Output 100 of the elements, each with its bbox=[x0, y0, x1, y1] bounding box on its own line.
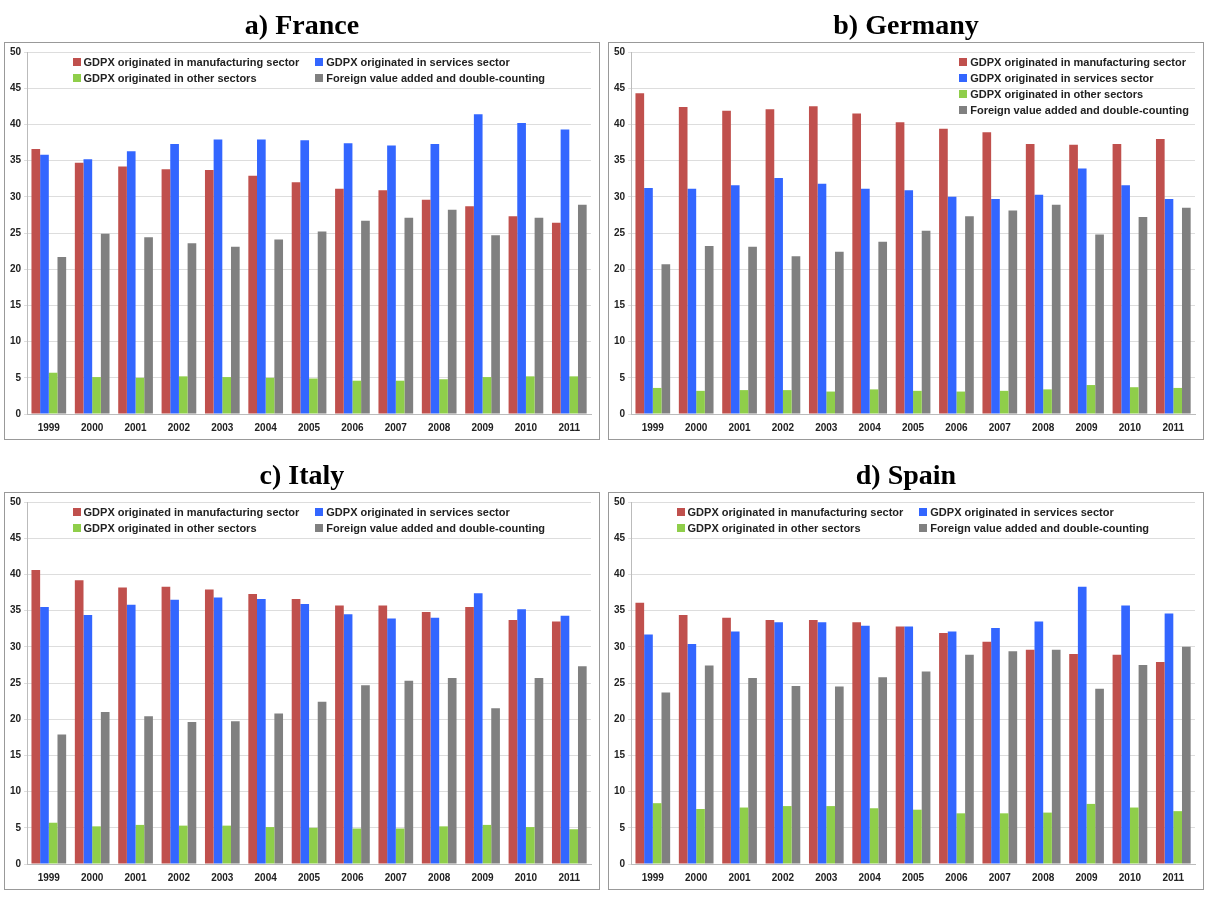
bar bbox=[57, 734, 67, 864]
bar bbox=[170, 143, 179, 414]
y-tick-label: 30 bbox=[10, 190, 22, 202]
y-tick-label: 10 bbox=[10, 335, 22, 347]
bar bbox=[852, 622, 862, 864]
x-tick-label: 2000 bbox=[685, 871, 708, 883]
legend-label: GDPX originated in services sector bbox=[930, 506, 1114, 518]
bar bbox=[187, 722, 197, 864]
bar bbox=[1043, 389, 1052, 414]
y-tick-label: 20 bbox=[614, 262, 626, 274]
x-tick-label: 2004 bbox=[858, 871, 882, 883]
chart-title: a) France bbox=[243, 8, 361, 42]
bar bbox=[1086, 803, 1096, 864]
bar bbox=[861, 188, 870, 414]
y-tick-label: 45 bbox=[614, 81, 626, 93]
x-tick-label: 2007 bbox=[988, 421, 1012, 433]
x-tick-label: 1999 bbox=[37, 421, 61, 433]
legend-label: GDPX originated in other sectors bbox=[687, 522, 861, 534]
bar bbox=[135, 377, 145, 414]
bar bbox=[100, 233, 110, 414]
bar bbox=[678, 614, 688, 864]
x-tick-label: 2011 bbox=[558, 421, 581, 433]
x-tick-label: 1999 bbox=[37, 871, 61, 883]
bar bbox=[904, 190, 914, 414]
bar bbox=[378, 190, 388, 414]
bar bbox=[439, 379, 448, 414]
bar bbox=[421, 199, 431, 414]
y-tick-label: 0 bbox=[619, 407, 626, 419]
bar bbox=[517, 122, 526, 414]
bar bbox=[100, 711, 110, 864]
bar bbox=[343, 614, 353, 864]
bar bbox=[473, 593, 483, 864]
bar bbox=[1121, 185, 1130, 414]
x-tick-label: 2007 bbox=[988, 871, 1012, 883]
bar bbox=[378, 605, 388, 864]
bar bbox=[230, 721, 240, 864]
y-tick-label: 40 bbox=[614, 568, 626, 580]
y-tick-label: 20 bbox=[10, 712, 22, 724]
bar bbox=[48, 372, 58, 414]
legend-label: GDPX originated in other sectors bbox=[970, 88, 1144, 100]
bar bbox=[465, 606, 474, 864]
bar bbox=[230, 246, 240, 414]
bar bbox=[404, 217, 414, 414]
x-tick-label: 2006 bbox=[341, 421, 364, 433]
bar bbox=[74, 162, 84, 414]
bar bbox=[569, 829, 578, 864]
x-tick-label: 2000 bbox=[81, 871, 104, 883]
bar bbox=[144, 716, 153, 864]
bar bbox=[577, 204, 587, 414]
bar bbox=[1112, 654, 1122, 864]
y-tick-label: 0 bbox=[15, 407, 22, 419]
bar bbox=[687, 643, 697, 864]
bar bbox=[869, 389, 879, 414]
bar bbox=[482, 824, 492, 864]
y-tick-label: 35 bbox=[10, 604, 22, 616]
bar bbox=[439, 826, 448, 864]
bar bbox=[1155, 138, 1165, 414]
y-tick-label: 25 bbox=[10, 226, 22, 238]
y-tick-label: 0 bbox=[619, 857, 626, 869]
bar bbox=[774, 622, 783, 864]
bar bbox=[361, 685, 370, 864]
bar bbox=[869, 808, 879, 864]
bar bbox=[83, 614, 93, 864]
bar bbox=[577, 666, 587, 864]
bar bbox=[1086, 385, 1096, 414]
bar bbox=[421, 612, 431, 864]
bar bbox=[447, 677, 457, 864]
bar bbox=[1077, 586, 1087, 864]
x-tick-label: 2011 bbox=[1162, 871, 1185, 883]
x-tick-label: 2003 bbox=[211, 871, 234, 883]
x-tick-label: 2006 bbox=[945, 421, 968, 433]
bar bbox=[999, 813, 1009, 864]
legend-label: Foreign value added and double-counting bbox=[970, 104, 1189, 116]
y-tick-label: 25 bbox=[10, 676, 22, 688]
x-tick-label: 2008 bbox=[428, 871, 451, 883]
x-tick-label: 2010 bbox=[1118, 871, 1142, 883]
x-tick-label: 2002 bbox=[771, 871, 795, 883]
bar bbox=[352, 380, 362, 414]
x-tick-label: 2001 bbox=[728, 421, 752, 433]
bar bbox=[1173, 387, 1182, 414]
legend-label: GDPX originated in other sectors bbox=[83, 522, 257, 534]
bar bbox=[999, 390, 1009, 414]
bar bbox=[644, 188, 653, 414]
bar bbox=[965, 654, 974, 864]
x-tick-label: 2010 bbox=[514, 871, 538, 883]
x-tick-label: 2002 bbox=[167, 871, 191, 883]
bar bbox=[257, 139, 266, 414]
x-tick-label: 2005 bbox=[297, 871, 321, 883]
bar bbox=[317, 701, 327, 864]
bar bbox=[395, 828, 405, 864]
bar bbox=[1095, 688, 1104, 864]
bar bbox=[361, 220, 370, 414]
bar bbox=[1181, 646, 1191, 864]
bar bbox=[309, 378, 318, 414]
y-tick-label: 10 bbox=[10, 785, 22, 797]
bar bbox=[248, 175, 258, 414]
bar bbox=[1095, 234, 1104, 414]
bar bbox=[956, 391, 966, 414]
y-tick-label: 5 bbox=[619, 821, 626, 833]
bar bbox=[704, 665, 714, 864]
